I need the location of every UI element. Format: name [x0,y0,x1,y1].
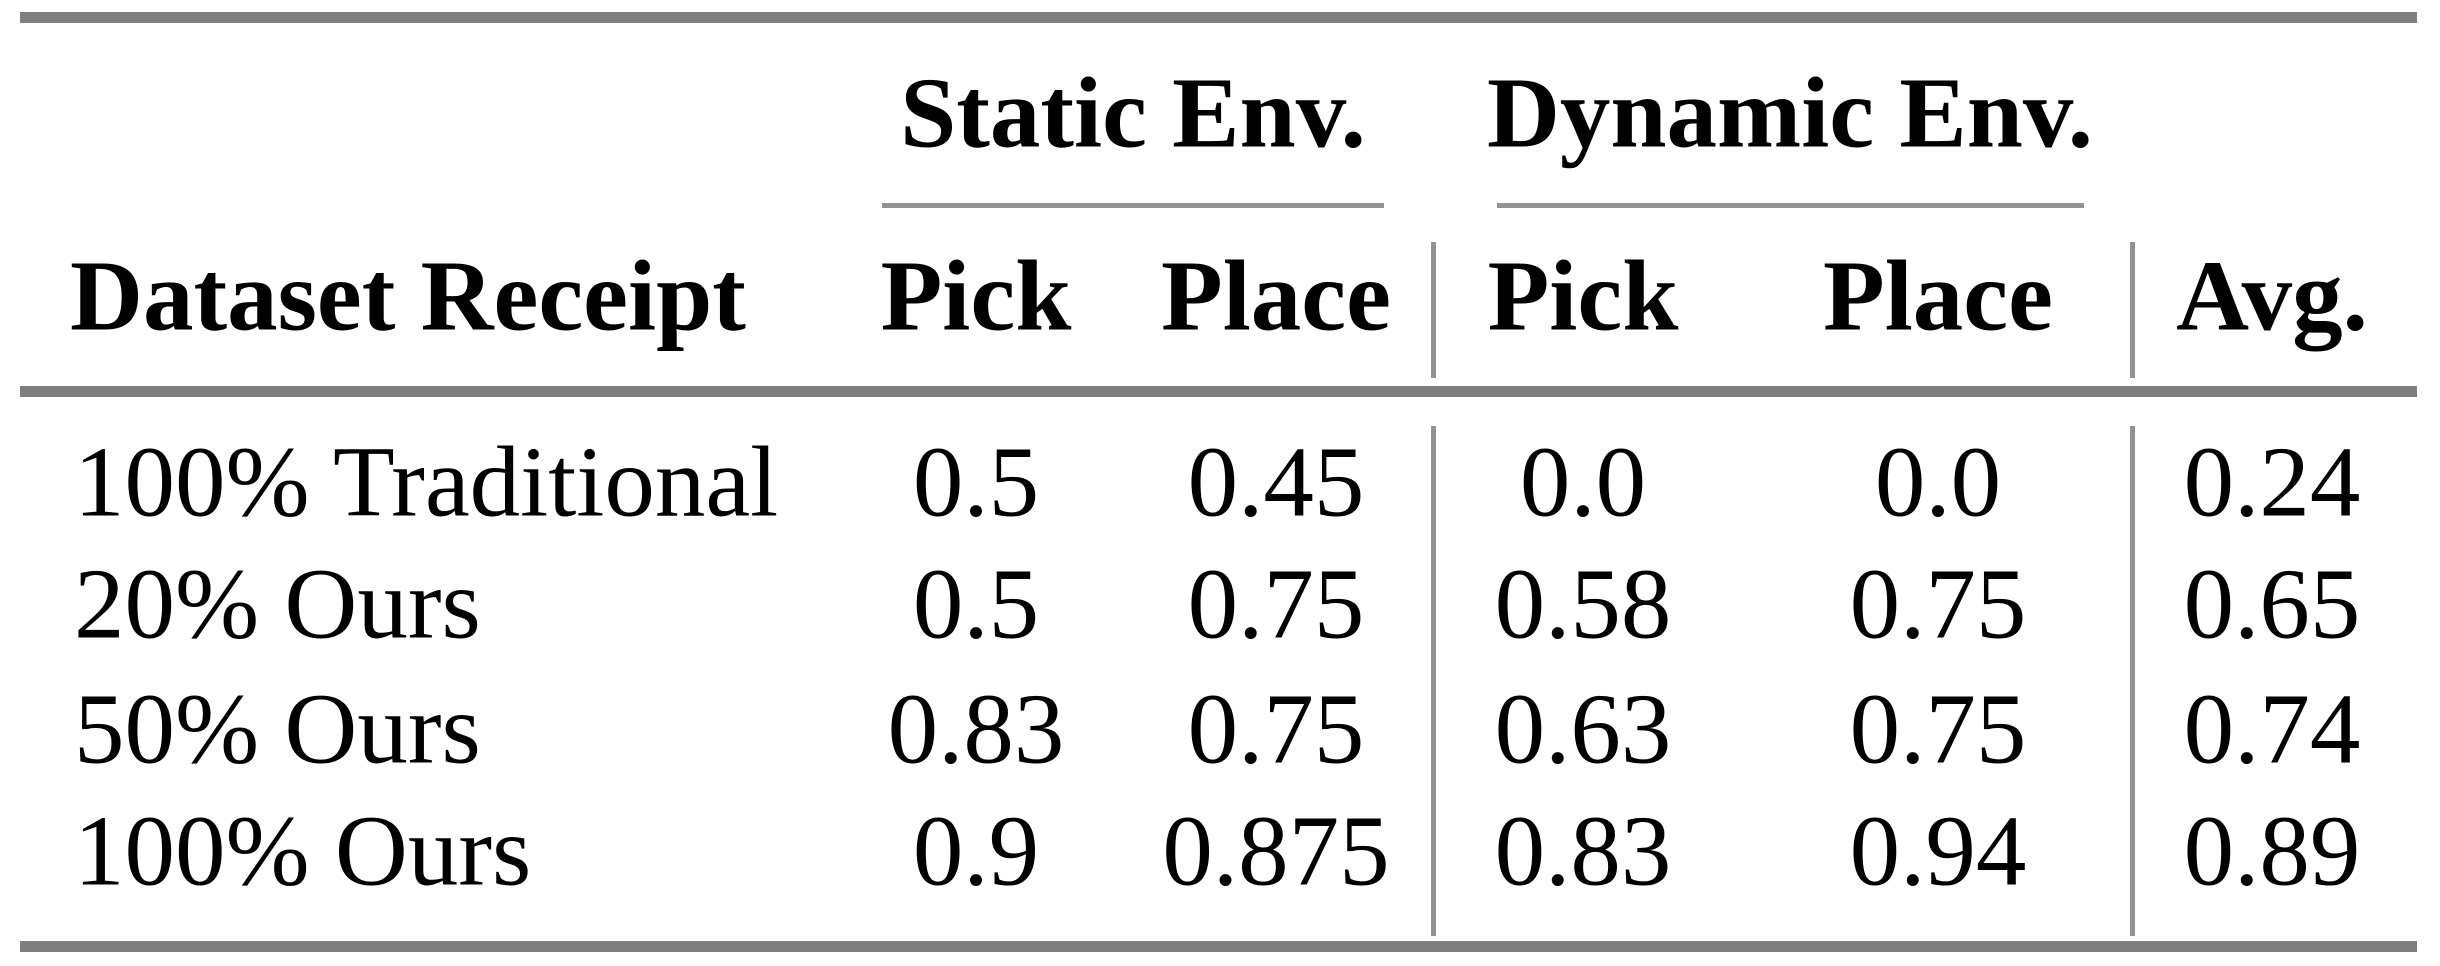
cell-static-place: 0.75 [1187,547,1365,660]
cell-static-place: 0.75 [1187,672,1365,785]
column-header-dynamic-pick: Pick [1487,239,1679,352]
group-header-static-env: Static Env. [900,56,1366,169]
cell-static-pick: 0.5 [912,425,1040,538]
column-header-dataset-receipt: Dataset Receipt [70,239,746,352]
column-header-avg: Avg. [2176,239,2368,352]
cell-dynamic-pick: 0.0 [1519,425,1647,538]
cell-dynamic-pick: 0.58 [1494,547,1672,660]
cell-avg: 0.65 [2183,547,2361,660]
cell-dynamic-place: 0.94 [1849,794,2027,907]
row-label: 100% Traditional [74,425,779,538]
cell-dynamic-place: 0.75 [1849,672,2027,785]
bottom-rule [20,941,2417,952]
cell-avg: 0.74 [2183,672,2361,785]
column-header-static-place: Place [1161,239,1391,352]
static-env-underline [882,203,1384,208]
cell-avg: 0.89 [2183,794,2361,907]
group-header-dynamic-env: Dynamic Env. [1486,56,2094,169]
cell-dynamic-place: 0.75 [1849,547,2027,660]
separator-avg-header [2130,242,2135,378]
separator-avg-body [2130,426,2135,936]
cell-avg: 0.24 [2183,425,2361,538]
separator-static-dynamic-body [1431,426,1436,936]
row-label: 100% Ours [74,794,532,907]
separator-static-dynamic-header [1431,242,1436,378]
column-header-static-pick: Pick [880,239,1072,352]
top-rule [20,12,2417,23]
cell-static-pick: 0.9 [912,794,1040,907]
cell-static-pick: 0.5 [912,547,1040,660]
cell-static-pick: 0.83 [887,672,1065,785]
cell-dynamic-pick: 0.63 [1494,672,1672,785]
cell-static-place: 0.875 [1162,794,1390,907]
row-label: 20% Ours [74,547,481,660]
mid-rule [20,386,2417,397]
cell-static-place: 0.45 [1187,425,1365,538]
column-header-dynamic-place: Place [1823,239,2053,352]
cell-dynamic-pick: 0.83 [1494,794,1672,907]
row-label: 50% Ours [74,672,481,785]
dynamic-env-underline [1497,203,2084,208]
cell-dynamic-place: 0.0 [1874,425,2002,538]
